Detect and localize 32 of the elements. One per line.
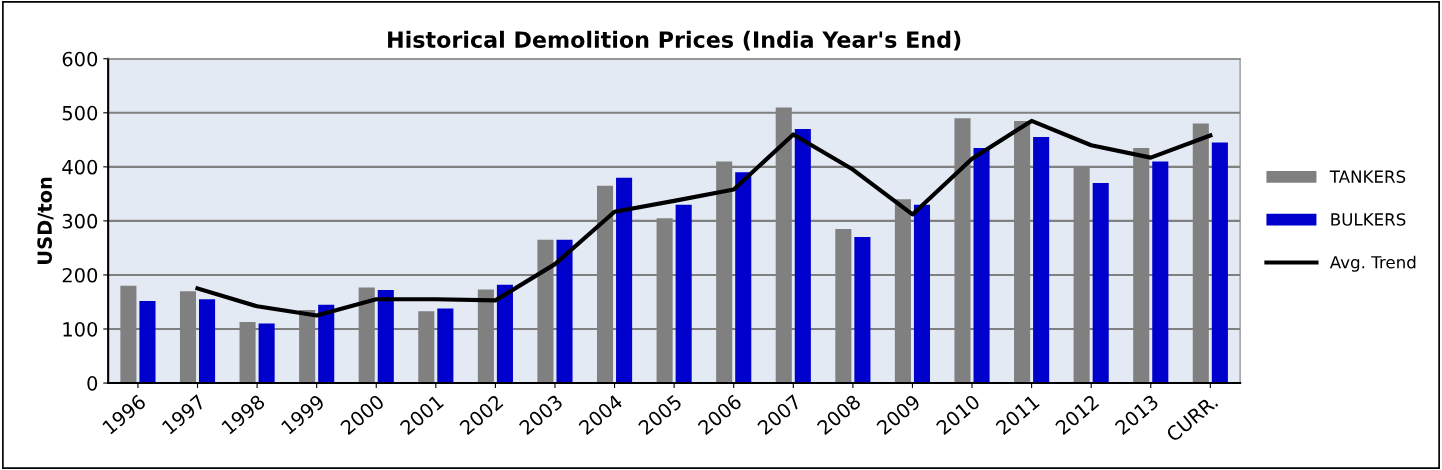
- legend-label: TANKERS: [1329, 170, 1406, 183]
- bar: [437, 308, 454, 384]
- bar: [854, 237, 871, 384]
- bar: [1033, 137, 1050, 384]
- y-axis-title: USD/ton: [37, 177, 54, 264]
- bar: [616, 177, 633, 384]
- bar: [496, 284, 513, 384]
- bar: [735, 172, 752, 384]
- y-tick-label: 200: [62, 267, 98, 283]
- bar: [794, 129, 811, 384]
- bar: [318, 304, 335, 384]
- legend-label: Avg. Trend: [1329, 255, 1416, 272]
- y-tick-label: 300: [62, 213, 98, 229]
- bar: [1211, 142, 1228, 384]
- bar: [1092, 183, 1109, 384]
- y-tick-label: 500: [62, 105, 98, 121]
- bar: [913, 204, 931, 384]
- bar: [973, 147, 990, 384]
- bar: [377, 290, 394, 384]
- y-tick-label: 600: [62, 51, 98, 67]
- bar: [199, 299, 216, 384]
- chart-title: Historical Demolition Prices (India Year's End): [388, 30, 961, 51]
- bar: [556, 239, 573, 384]
- bar: [258, 323, 275, 384]
- bar: [1152, 161, 1169, 384]
- legend-label: BULKERS: [1331, 213, 1406, 226]
- line-series: [195, 118, 1213, 318]
- y-tick-label: 400: [62, 159, 98, 175]
- y-tick-label: 100: [63, 321, 98, 337]
- bar: [675, 204, 692, 384]
- y-tick-label: 0: [87, 376, 98, 391]
- bar: [139, 300, 156, 384]
